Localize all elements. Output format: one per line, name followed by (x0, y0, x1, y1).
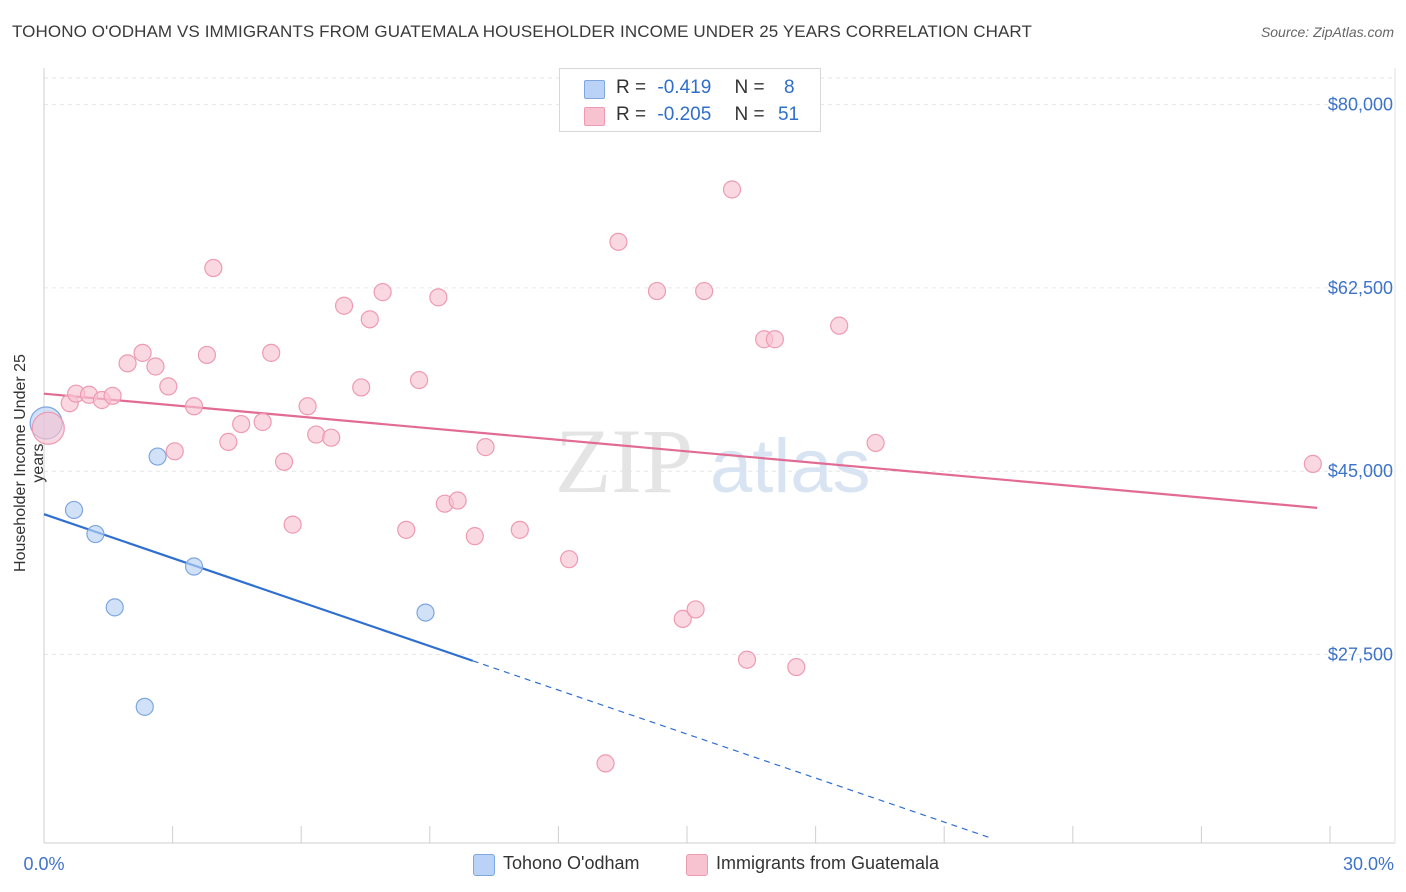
y-tick-label: $27,500 (1328, 644, 1393, 664)
legend-swatch-blue (473, 854, 495, 876)
legend-label: Immigrants from Guatemala (716, 853, 940, 873)
data-point-guatemala (165, 442, 184, 461)
data-point-tohono (135, 697, 154, 716)
data-point-guatemala (609, 232, 628, 251)
stats-n-value: 8 (783, 77, 795, 98)
trend-line-tohono (43, 513, 474, 662)
data-point-guatemala (184, 397, 204, 416)
data-point-guatemala (737, 650, 757, 669)
data-point-tohono (184, 557, 204, 576)
trend-line-guatemala (43, 392, 1318, 509)
point-layer (29, 180, 1322, 773)
data-point-guatemala (373, 283, 392, 302)
data-point-guatemala (298, 397, 317, 416)
data-point-guatemala (31, 411, 65, 445)
data-point-guatemala (322, 428, 341, 447)
data-point-guatemala (352, 378, 371, 397)
data-point-tohono (416, 603, 435, 622)
data-point-guatemala (476, 438, 495, 457)
data-point-guatemala (465, 527, 484, 546)
data-point-guatemala (197, 345, 216, 365)
data-point-guatemala (695, 281, 714, 301)
legend-swatch-pink (686, 854, 708, 876)
data-point-guatemala (560, 550, 579, 569)
data-point-guatemala (219, 432, 238, 451)
data-point-guatemala (866, 433, 885, 453)
data-point-guatemala (448, 491, 467, 510)
source-label: Source: ZipAtlas.com (1260, 24, 1394, 40)
grid-layer (44, 77, 1395, 655)
data-point-guatemala (274, 452, 294, 471)
watermark: ZIP atlas (555, 410, 871, 512)
data-point-guatemala (722, 180, 742, 199)
stats-r-label: R = (616, 77, 647, 98)
data-point-guatemala (1303, 454, 1322, 473)
data-point-guatemala (429, 288, 448, 307)
data-point-guatemala (103, 386, 122, 405)
data-point-guatemala (830, 316, 849, 335)
trend-line-tohono-extension (472, 660, 992, 839)
stats-box: R = -0.419 N = 8 R = -0.205 N = 51 (559, 68, 821, 132)
legend: Tohono O'odham Immigrants from Guatemala (0, 852, 1406, 878)
stats-r-label: R = (616, 104, 647, 125)
data-point-guatemala (262, 343, 281, 362)
data-point-guatemala (232, 414, 251, 434)
data-point-guatemala (133, 343, 152, 362)
chart-title: TOHONO O'ODHAM VS IMMIGRANTS FROM GUATEM… (12, 22, 1032, 41)
data-point-guatemala (686, 600, 705, 619)
stats-n-label: N = (734, 77, 765, 98)
data-point-guatemala (409, 370, 429, 390)
stats-swatch-pink (584, 107, 605, 126)
y-tick-label: $62,500 (1328, 278, 1393, 298)
tick-label-layer: $27,500 $45,000 $62,500 $80,000 0.0% 30.0% (23, 95, 1394, 874)
watermark-zip: ZIP (555, 410, 693, 512)
legend-label: Tohono O'odham (503, 853, 640, 873)
stats-r-value: -0.205 (657, 104, 712, 125)
data-point-guatemala (673, 609, 692, 628)
stats-n-value: 51 (777, 104, 800, 125)
y-tick-label: $45,000 (1328, 461, 1393, 481)
stats-swatch-blue (584, 80, 605, 99)
x-tick-label: 0.0% (23, 854, 64, 874)
data-point-guatemala (118, 354, 137, 373)
y-tick-label: $80,000 (1328, 95, 1393, 115)
data-point-tohono (64, 500, 84, 520)
data-point-guatemala (146, 357, 165, 376)
data-point-guatemala (159, 377, 178, 396)
stats-r-value: -0.419 (657, 77, 712, 98)
data-point-guatemala (765, 330, 784, 349)
y-axis-label: Householder Income Under 25 years (12, 354, 47, 572)
data-point-guatemala (397, 520, 416, 539)
stats-n-label: N = (734, 104, 765, 125)
data-point-guatemala (253, 412, 272, 432)
data-point-guatemala (283, 515, 302, 534)
trend-layer (43, 392, 1318, 839)
data-point-tohono (105, 598, 124, 617)
data-point-guatemala (647, 281, 667, 301)
axis-layer (43, 68, 1396, 844)
data-point-tohono (148, 447, 167, 466)
data-point-guatemala (787, 657, 806, 677)
data-point-guatemala (360, 310, 379, 329)
data-point-guatemala (334, 296, 354, 315)
data-point-guatemala (596, 754, 615, 773)
data-point-tohono (86, 524, 105, 544)
data-point-guatemala (204, 258, 223, 278)
data-point-guatemala (307, 425, 326, 444)
data-point-guatemala (510, 520, 529, 539)
x-tick-label: 30.0% (1343, 854, 1394, 874)
